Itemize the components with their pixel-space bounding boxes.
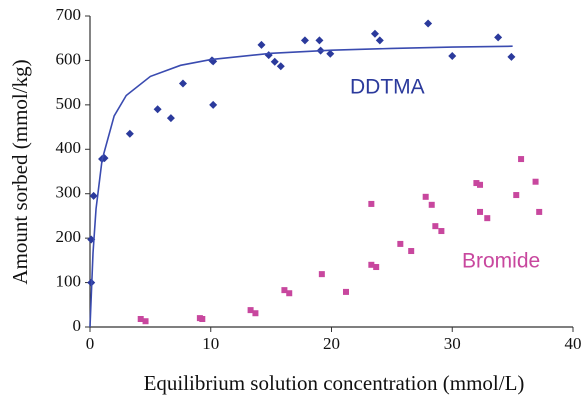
y-tick-label: 0 [73, 316, 82, 335]
y-tick-label: 200 [56, 227, 82, 246]
point [342, 288, 349, 295]
point [373, 264, 380, 271]
point [448, 51, 457, 60]
x-tick-label: 30 [444, 334, 461, 353]
x-tick-label: 20 [323, 334, 340, 353]
point [142, 318, 149, 325]
y-tick-label: 300 [56, 183, 82, 202]
point [137, 316, 144, 323]
point [397, 240, 404, 247]
y-tick-label: 500 [56, 94, 82, 113]
point [494, 33, 503, 42]
point [125, 129, 134, 138]
point [532, 178, 539, 185]
point [422, 193, 429, 200]
point [178, 79, 187, 88]
point [438, 228, 445, 235]
point [370, 29, 379, 38]
point [300, 36, 309, 45]
point [315, 36, 324, 45]
point [368, 200, 375, 207]
point [276, 62, 285, 71]
x-axis-label: Equilibrium solution concentration (mmol… [144, 371, 525, 395]
point [507, 52, 516, 61]
point [264, 51, 273, 60]
point [518, 156, 525, 163]
point [536, 208, 543, 215]
point [153, 105, 162, 114]
annotation: Bromide [462, 250, 540, 273]
y-tick-label: 100 [56, 271, 82, 290]
point [166, 114, 175, 123]
point [477, 181, 484, 188]
point [477, 208, 484, 215]
point [281, 287, 288, 294]
point [473, 180, 480, 187]
y-tick-label: 700 [56, 5, 82, 24]
point [252, 310, 259, 317]
point [318, 271, 325, 278]
point [199, 316, 206, 323]
point [247, 307, 254, 314]
point [286, 290, 293, 297]
x-tick-label: 40 [565, 334, 582, 353]
x-tick-label: 0 [86, 334, 95, 353]
point [89, 191, 98, 200]
point [432, 223, 439, 230]
point [326, 49, 335, 58]
point [424, 19, 433, 28]
x-tick-label: 10 [202, 334, 219, 353]
point [375, 36, 384, 45]
y-tick-label: 600 [56, 49, 82, 68]
point [257, 40, 266, 49]
y-axis-label: Amount sorbed (mmol/kg) [8, 59, 32, 284]
point [408, 248, 415, 255]
fit-line [89, 45, 513, 328]
point [368, 261, 375, 268]
point [428, 201, 435, 208]
y-tick-label: 400 [56, 138, 82, 157]
point [209, 100, 218, 109]
point [270, 57, 279, 66]
annotation: DDTMA [350, 76, 425, 99]
point [484, 215, 491, 222]
point [513, 192, 520, 199]
